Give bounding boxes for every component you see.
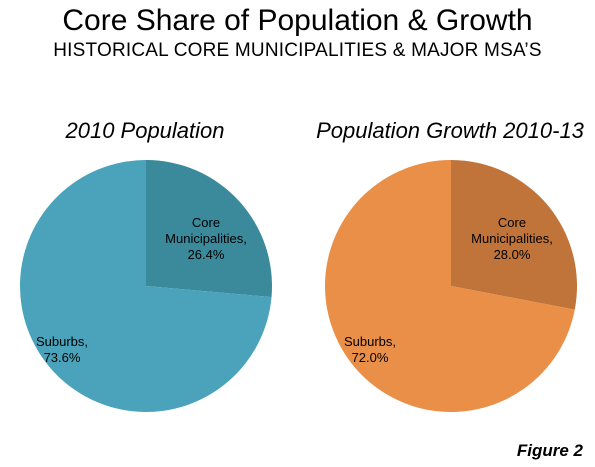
pie-1-slice-0-label: Core Municipalities, 28.0% (471, 215, 553, 262)
pie-0-slice-1-label: Suburbs, 73.6% (36, 334, 88, 365)
pie-0-slice-0-label-line: 26.4% (188, 247, 225, 262)
pie-0-slice-1 (19, 160, 272, 412)
pie-0-slice-0-label: Core Municipalities, 26.4% (165, 215, 247, 262)
pie-1-slice-1-label: Suburbs, 72.0% (344, 334, 396, 365)
pie-1-slice-0-label-line: Municipalities, (471, 231, 553, 246)
pie-0-slice-0 (146, 160, 272, 298)
pie-0-slice-0-label-line: Core (192, 215, 220, 230)
figure-label: Figure 2 (516, 441, 583, 460)
pie-1-slice-1-label-line: Suburbs, (344, 334, 396, 349)
pie-1-slice-0-label-line: 28.0% (494, 247, 531, 262)
pie-0-slice-1-label-line: 73.6% (44, 350, 81, 365)
page-title: Core Share of Population & Growth (62, 4, 533, 37)
pie-1-slice-0 (451, 160, 578, 310)
pie-chart-title-population-growth: Population Growth 2010-13 (316, 118, 584, 143)
pie-1-slice-0-label-line: Core (498, 215, 526, 230)
pie-chart-title-2010-population: 2010 Population (65, 118, 225, 143)
pie-0-slice-0-label-line: Municipalities, (165, 231, 247, 246)
page-subtitle: HISTORICAL CORE MUNICIPALITIES & MAJOR M… (53, 40, 542, 61)
pie-1-slice-1 (325, 160, 575, 412)
pie-0-slice-1-label-line: Suburbs, (36, 334, 88, 349)
pie-1-slice-1-label-line: 72.0% (352, 350, 389, 365)
